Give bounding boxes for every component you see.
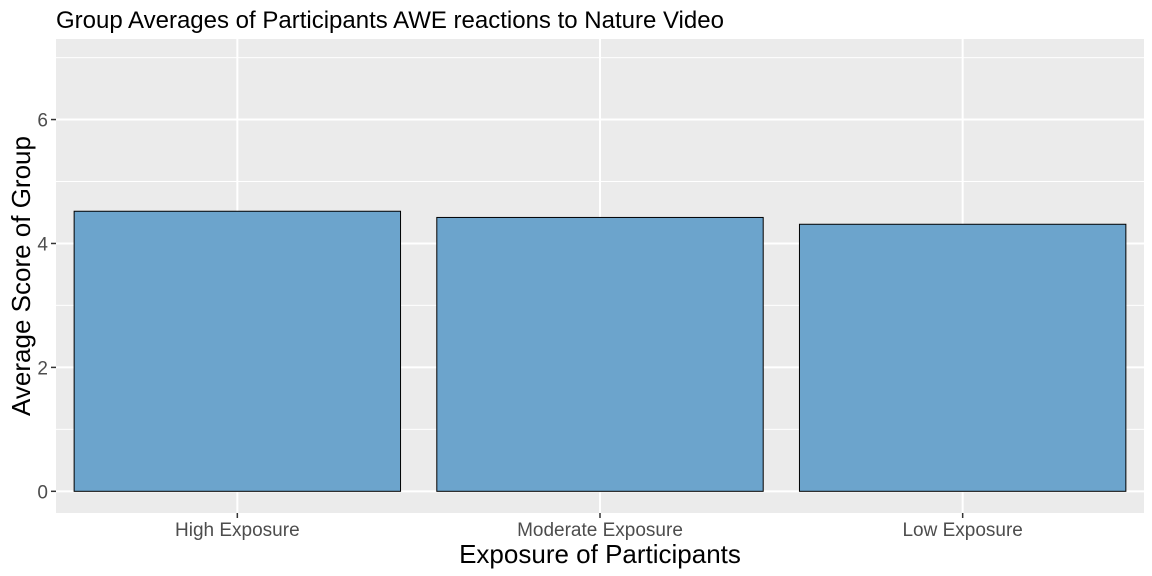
- x-tick-label: High Exposure: [175, 520, 300, 541]
- y-tick-label: 0: [37, 482, 48, 503]
- x-tick-label: Moderate Exposure: [517, 520, 683, 541]
- x-tick-label: Low Exposure: [902, 520, 1022, 541]
- y-axis: 0 2 4 6: [37, 111, 56, 503]
- chart-title: Group Averages of Participants AWE react…: [56, 7, 724, 34]
- y-axis-title: Average Score of Group: [6, 136, 36, 416]
- y-tick-label: 2: [37, 358, 48, 379]
- y-tick-label: 6: [37, 111, 48, 132]
- x-axis-title: Exposure of Participants: [459, 539, 741, 569]
- x-axis: High Exposure Moderate Exposure Low Exposu…: [175, 513, 1023, 541]
- bars: [73, 210, 1127, 492]
- bar-high-exposure: [73, 210, 402, 492]
- bar-moderate-exposure: [436, 216, 764, 492]
- bar-low-exposure: [798, 223, 1127, 492]
- y-tick-label: 4: [37, 234, 48, 255]
